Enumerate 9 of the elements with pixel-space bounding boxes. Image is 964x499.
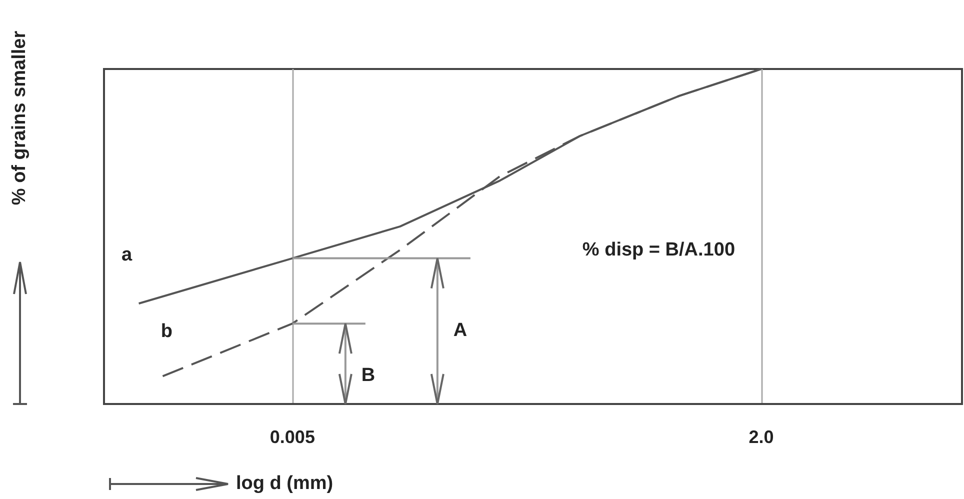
series-label: b: [160, 321, 173, 342]
text: a: [122, 244, 133, 266]
annotation: A: [453, 320, 468, 342]
x-axis-title: log d (mm): [236, 473, 334, 494]
x-tick-label: 2.0: [748, 427, 774, 447]
annotation: B: [361, 364, 376, 386]
y-axis-title: % of grains smaller: [9, 30, 30, 206]
annotation: % disp = B/A.100: [582, 239, 736, 260]
x-tick-label: 0.005: [270, 427, 315, 447]
